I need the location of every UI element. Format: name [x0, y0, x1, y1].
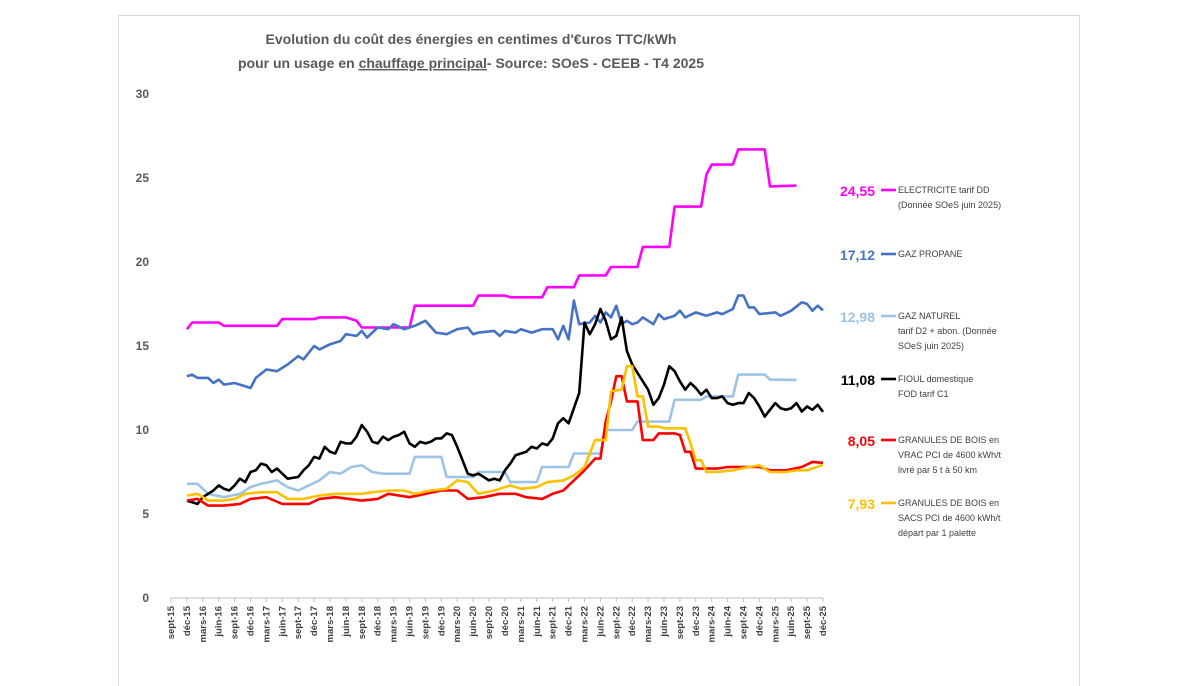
legend-label: GRANULES DE BOIS en — [898, 435, 999, 445]
x-tick-label: juin-19 — [405, 606, 416, 638]
x-tick-label: juin-17 — [277, 606, 288, 638]
x-tick-label: juin-25 — [786, 605, 797, 637]
y-tick-label: 15 — [136, 339, 150, 353]
x-tick-label: sept-20 — [484, 606, 495, 639]
chart-title-line1: Evolution du coût des énergies en centim… — [266, 31, 677, 47]
legend-label: (Donnée SOeS juin 2025) — [898, 200, 1001, 210]
legend-value: 12,98 — [840, 309, 875, 325]
x-tick-label: juin-23 — [659, 606, 670, 638]
y-tick-label: 5 — [142, 507, 149, 521]
x-tick-label: sept-22 — [611, 606, 622, 639]
x-tick-label: mars-23 — [643, 606, 654, 642]
legend-label: GAZ NATUREL — [898, 311, 960, 321]
x-tick-label: déc-25 — [818, 605, 829, 636]
y-tick-label: 30 — [136, 87, 150, 101]
legend-label: ELECTRICITE tarif DD — [898, 185, 990, 195]
legend-label: FIOUL domestique — [898, 374, 973, 384]
series-line — [185, 148, 797, 331]
x-tick-label: sept-21 — [548, 605, 559, 639]
legend-label: SACS PCI de 4600 kWh/t — [898, 513, 1001, 523]
x-tick-label: déc-19 — [436, 606, 447, 636]
x-tick-label: juin-24 — [723, 605, 734, 637]
x-tick-label: juin-20 — [468, 606, 479, 638]
series-line — [186, 294, 824, 390]
legend-label: tarif D2 + abon. (Donnée — [898, 326, 997, 336]
series-line — [186, 307, 825, 506]
legend-label: VRAC PCI de 4600 kWh/t — [898, 450, 1002, 460]
x-tick-label: déc-23 — [691, 606, 702, 636]
x-tick-label: mars-25 — [770, 605, 781, 642]
x-tick-label: sept-19 — [420, 606, 431, 639]
x-axis: sept-15 déc-15 mars-16 juin-16 sept-16 déc-16… — [166, 597, 829, 642]
series-line — [186, 373, 797, 499]
legend-label: SOeS juin 2025) — [898, 341, 964, 351]
x-tick-label: sept-17 — [293, 606, 304, 639]
chart-frame: Evolution du coût des énergies en centim… — [118, 15, 1080, 686]
legend-value: 11,08 — [841, 372, 875, 388]
series-line — [186, 374, 824, 507]
x-tick-label: sept-18 — [357, 606, 368, 639]
x-tick-label: déc-18 — [373, 606, 384, 636]
series-lines — [185, 148, 825, 507]
x-tick-label: sept-16 — [230, 606, 241, 639]
x-tick-label: juin-22 — [595, 606, 606, 638]
x-tick-label: sept-23 — [675, 606, 686, 639]
y-tick-label: 0 — [142, 591, 149, 605]
x-tick-label: mars-22 — [579, 606, 590, 642]
legend-value: 7,93 — [848, 496, 875, 512]
x-tick-label: sept-24 — [738, 605, 749, 639]
x-tick-label: mars-20 — [452, 606, 463, 642]
x-tick-label: déc-21 — [564, 605, 575, 636]
x-tick-label: sept-15 — [166, 605, 177, 639]
legend-value: 17,12 — [840, 247, 875, 263]
x-tick-label: déc-20 — [500, 606, 511, 636]
legend: 24,55 ELECTRICITE tarif DD (Donnée SOeS ju… — [840, 183, 1002, 538]
x-tick-label: sept-25 — [802, 605, 813, 639]
x-tick-label: mars-21 — [516, 605, 527, 642]
y-tick-label: 20 — [136, 255, 150, 269]
y-tick-label: 25 — [136, 171, 150, 185]
y-axis: 0 5 10 15 20 25 30 — [136, 87, 150, 605]
chart-title-line2: pour un usage en chauffage principal- So… — [238, 55, 704, 71]
x-tick-label: juin-18 — [341, 606, 352, 638]
legend-value: 8,05 — [848, 433, 875, 449]
x-tick-label: déc-16 — [246, 606, 257, 636]
legend-label: livré par 5 t à 50 km — [898, 465, 977, 475]
legend-label: départ par 1 palette — [898, 528, 976, 538]
series-line — [186, 364, 824, 502]
x-tick-label: juin-21 — [532, 605, 543, 637]
legend-value: 24,55 — [840, 183, 875, 199]
x-tick-label: mars-17 — [261, 606, 272, 642]
x-tick-label: déc-17 — [309, 606, 320, 636]
x-tick-label: déc-24 — [754, 605, 765, 636]
x-tick-label: mars-16 — [198, 606, 209, 642]
legend-label: GRANULES DE BOIS en — [898, 498, 999, 508]
title-underlined: chauffage principal — [359, 55, 487, 71]
x-tick-label: mars-24 — [707, 605, 718, 642]
x-tick-label: mars-19 — [389, 606, 400, 642]
legend-label: FOD tarif C1 — [898, 389, 949, 399]
x-tick-label: juin-16 — [214, 606, 225, 638]
y-tick-label: 10 — [136, 423, 150, 437]
x-tick-label: déc-15 — [182, 605, 193, 636]
line-chart: Evolution du coût des énergies en centim… — [136, 31, 1002, 642]
title-prefix: pour un usage en — [238, 55, 359, 71]
x-tick-label: mars-18 — [325, 606, 336, 642]
x-tick-label: déc-22 — [627, 606, 638, 636]
legend-label: GAZ PROPANE — [898, 249, 962, 259]
title-suffix: - Source: SOeS - CEEB - T4 2025 — [487, 55, 704, 71]
